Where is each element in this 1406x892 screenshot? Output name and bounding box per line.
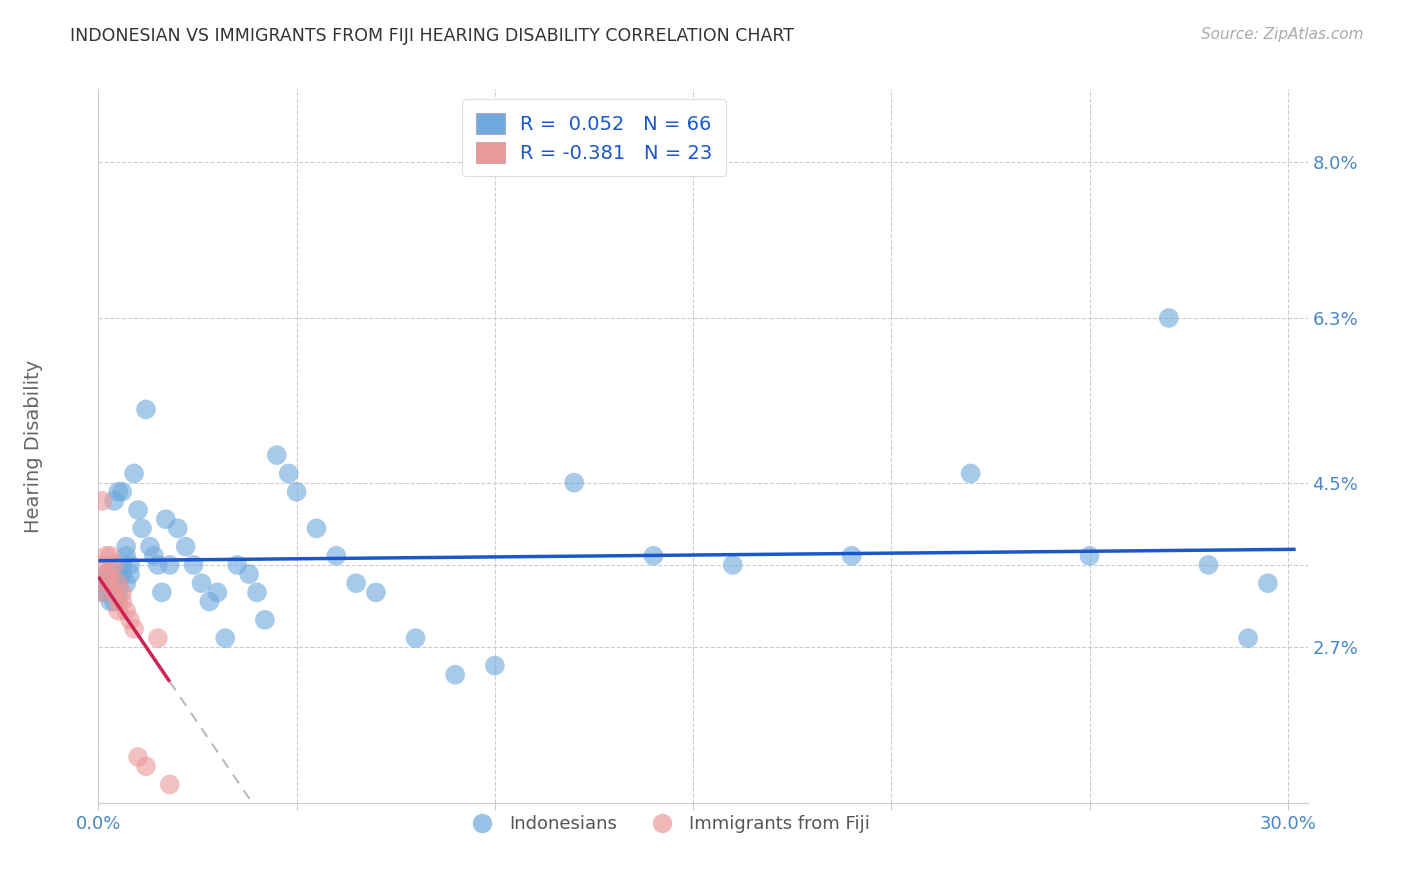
Point <box>98 549 121 563</box>
Point <box>444 667 467 681</box>
Text: INDONESIAN VS IMMIGRANTS FROM FIJI HEARING DISABILITY CORRELATION CHART: INDONESIAN VS IMMIGRANTS FROM FIJI HEARI… <box>70 27 794 45</box>
Point <box>98 567 121 582</box>
Point <box>122 622 145 636</box>
Point <box>207 585 229 599</box>
Point <box>107 576 129 591</box>
Point <box>190 576 212 591</box>
Point <box>120 567 142 582</box>
Point <box>562 475 585 490</box>
Point <box>107 484 129 499</box>
Point <box>146 631 169 645</box>
Point <box>127 503 149 517</box>
Point <box>91 558 114 572</box>
Point <box>277 467 299 481</box>
Legend: Indonesians, Immigrants from Fiji: Indonesians, Immigrants from Fiji <box>457 808 877 840</box>
Point <box>146 558 169 572</box>
Point <box>285 484 308 499</box>
Point <box>155 512 177 526</box>
Point <box>96 576 118 591</box>
Point <box>198 594 221 608</box>
Point <box>111 594 134 608</box>
Point <box>246 585 269 599</box>
Point <box>107 576 129 591</box>
Point <box>91 494 114 508</box>
Point <box>115 604 138 618</box>
Point <box>841 549 863 563</box>
Point <box>115 576 138 591</box>
Point <box>127 750 149 764</box>
Point <box>103 585 125 599</box>
Point <box>139 540 162 554</box>
Point <box>266 448 288 462</box>
Point <box>238 567 260 582</box>
Point <box>135 402 157 417</box>
Point <box>91 585 114 599</box>
Point <box>107 604 129 618</box>
Point <box>91 576 114 591</box>
Point <box>325 549 347 563</box>
Point <box>96 576 118 591</box>
Point <box>159 777 181 791</box>
Point <box>120 613 142 627</box>
Point <box>135 759 157 773</box>
Point <box>91 585 114 599</box>
Point <box>142 549 165 563</box>
Point <box>103 494 125 508</box>
Point <box>98 567 121 582</box>
Point <box>226 558 249 572</box>
Y-axis label: Hearing Disability: Hearing Disability <box>24 359 42 533</box>
Point <box>103 576 125 591</box>
Point <box>1237 631 1260 645</box>
Point <box>103 594 125 608</box>
Point <box>1198 558 1220 572</box>
Point <box>959 467 981 481</box>
Point <box>115 549 138 563</box>
Point <box>150 585 173 599</box>
Point <box>122 467 145 481</box>
Point <box>643 549 665 563</box>
Point <box>1257 576 1279 591</box>
Point <box>111 567 134 582</box>
Point <box>107 594 129 608</box>
Point <box>115 540 138 554</box>
Point <box>111 558 134 572</box>
Text: Source: ZipAtlas.com: Source: ZipAtlas.com <box>1201 27 1364 42</box>
Point <box>98 585 121 599</box>
Point <box>96 585 118 599</box>
Point <box>111 585 134 599</box>
Point <box>174 540 197 554</box>
Point <box>96 549 118 563</box>
Point <box>107 585 129 599</box>
Point <box>96 567 118 582</box>
Point <box>364 585 387 599</box>
Point <box>120 558 142 572</box>
Point <box>721 558 744 572</box>
Point <box>484 658 506 673</box>
Point <box>305 521 328 535</box>
Point <box>103 558 125 572</box>
Point <box>98 576 121 591</box>
Point <box>183 558 205 572</box>
Point <box>159 558 181 572</box>
Point <box>253 613 276 627</box>
Point <box>1078 549 1101 563</box>
Point <box>98 594 121 608</box>
Point <box>96 567 118 582</box>
Point <box>166 521 188 535</box>
Point <box>103 585 125 599</box>
Point <box>111 484 134 499</box>
Point <box>107 567 129 582</box>
Point <box>131 521 153 535</box>
Point <box>344 576 367 591</box>
Point <box>1157 310 1180 325</box>
Point <box>405 631 427 645</box>
Point <box>214 631 236 645</box>
Point <box>98 576 121 591</box>
